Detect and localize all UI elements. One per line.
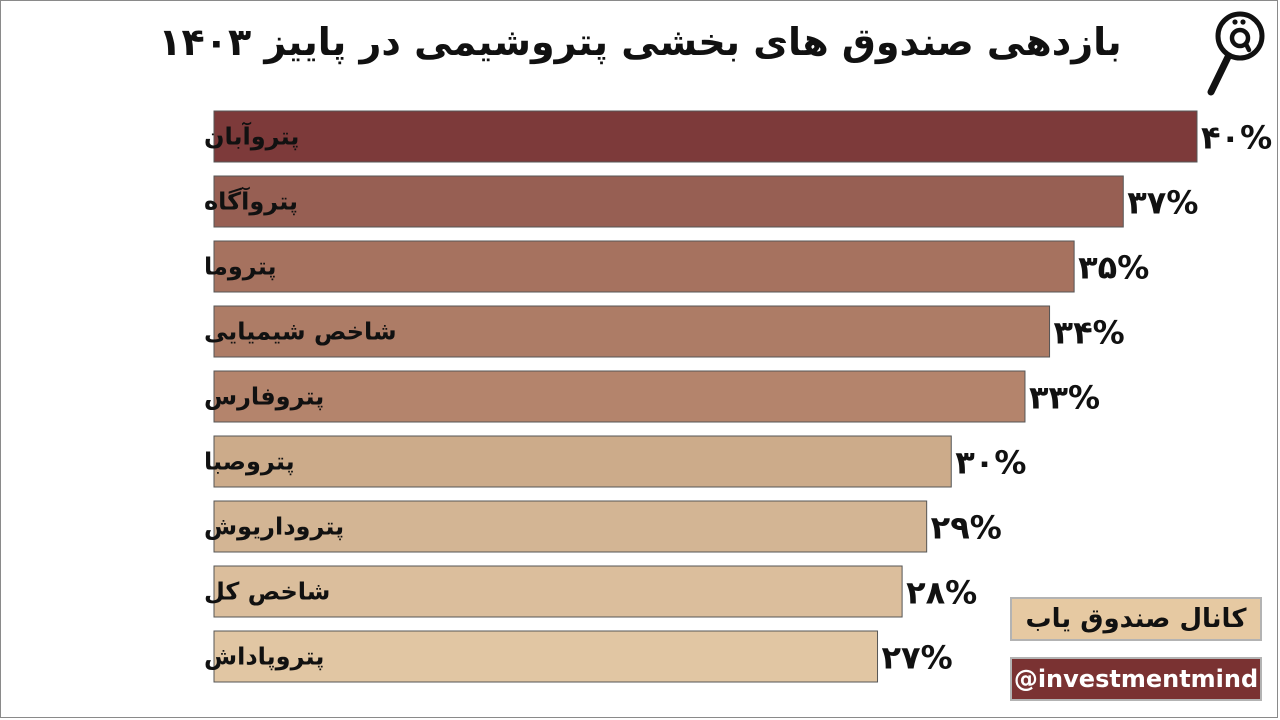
category-label: پتروآگاه bbox=[204, 187, 298, 216]
bar-2 bbox=[213, 175, 1124, 228]
bar-8 bbox=[213, 565, 903, 618]
bar-4 bbox=[213, 305, 1051, 358]
value-label: ۳۳% bbox=[1029, 379, 1100, 417]
category-label: پتروصبا bbox=[204, 448, 295, 476]
magnifier-q-icon bbox=[1207, 11, 1265, 96]
category-label: پتروفارس bbox=[204, 383, 324, 411]
channel-handle-badge: @investmentmind bbox=[1010, 657, 1262, 701]
category-label: شاخص کل bbox=[204, 578, 330, 606]
value-label: ۲۸% bbox=[906, 574, 977, 612]
category-label: پتروما bbox=[204, 253, 277, 281]
value-label: ۳۵% bbox=[1078, 249, 1149, 287]
value-label: ۲۹% bbox=[931, 509, 1002, 547]
bar-5 bbox=[213, 370, 1026, 423]
value-label: ۳۷% bbox=[1127, 184, 1198, 222]
bar-6 bbox=[213, 435, 952, 488]
value-label: ۳۰% bbox=[955, 444, 1026, 482]
bar-9 bbox=[213, 630, 879, 683]
category-label: پتروپاداش bbox=[204, 643, 324, 671]
bar-7 bbox=[213, 500, 928, 553]
bar-3 bbox=[213, 240, 1075, 293]
value-label: ۳۴% bbox=[1054, 314, 1125, 352]
category-label: پتروداریوش bbox=[204, 513, 344, 541]
category-label: پتروآبان bbox=[204, 122, 299, 151]
value-label: ۴۰% bbox=[1201, 119, 1272, 157]
channel-name-badge: کانال صندوق یاب bbox=[1010, 597, 1262, 641]
category-label: شاخص شیمیایی bbox=[204, 318, 397, 346]
chart-title: بازدهی صندوق های بخشی پتروشیمی در پاییز … bbox=[158, 20, 1122, 64]
bar-1 bbox=[213, 110, 1198, 163]
value-label: ۲۷% bbox=[882, 639, 953, 677]
